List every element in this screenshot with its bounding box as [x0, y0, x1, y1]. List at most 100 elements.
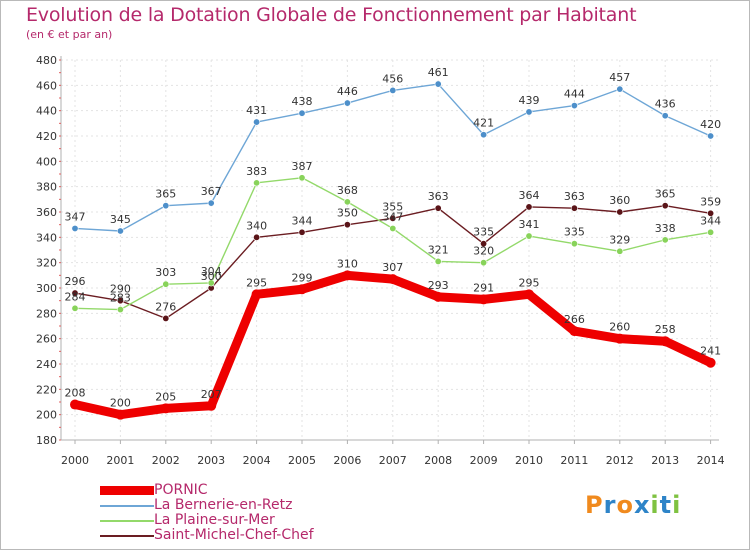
data-point-saint-michel [389, 214, 397, 222]
data-label-la-plaine: 368 [337, 184, 358, 197]
data-point-pornic [160, 403, 171, 414]
data-label-la-plaine: 383 [246, 165, 267, 178]
data-label-la-bernerie: 365 [155, 188, 176, 201]
data-label-saint-michel: 276 [155, 300, 176, 313]
series-layer [70, 80, 716, 420]
y-tick-label: 480 [36, 54, 57, 67]
data-point-la-bernerie [661, 112, 669, 120]
data-label-pornic: 208 [65, 387, 86, 400]
y-tick-label: 400 [36, 155, 57, 168]
x-tick-label: 2009 [470, 454, 498, 467]
data-point-pornic [206, 400, 217, 411]
data-point-la-bernerie [253, 118, 261, 126]
x-tick-label: 2001 [106, 454, 134, 467]
y-tick-label: 240 [36, 358, 57, 371]
data-label-la-bernerie: 367 [201, 185, 222, 198]
y-tick-label: 260 [36, 333, 57, 346]
data-label-la-bernerie: 431 [246, 104, 267, 117]
data-label-pornic: 260 [609, 321, 630, 334]
x-tick-label: 2004 [243, 454, 271, 467]
data-point-la-plaine [570, 240, 578, 248]
y-tick-label: 440 [36, 105, 57, 118]
data-point-saint-michel [253, 233, 261, 241]
y-tick-label: 420 [36, 130, 57, 143]
data-point-la-plaine [707, 228, 715, 236]
data-point-pornic [115, 409, 126, 420]
data-point-la-plaine [116, 306, 124, 314]
data-label-la-plaine: 304 [201, 265, 222, 278]
data-label-la-plaine: 387 [292, 160, 313, 173]
data-point-la-plaine [434, 257, 442, 265]
data-point-la-plaine [253, 179, 261, 187]
logo-letter: i [672, 491, 682, 519]
data-point-la-bernerie [480, 131, 488, 139]
logo-letter: o [616, 491, 634, 519]
data-label-la-plaine: 347 [382, 210, 403, 223]
data-point-pornic [70, 399, 80, 410]
data-point-saint-michel [116, 297, 124, 305]
data-point-pornic [478, 294, 489, 305]
data-point-saint-michel [525, 203, 533, 211]
data-point-la-bernerie [298, 109, 306, 117]
data-point-la-plaine [162, 280, 170, 288]
axis-layer: 180 200 220 240 260 280 300 320 340 360 380 400 420 4… [36, 54, 725, 467]
data-point-saint-michel [616, 208, 624, 216]
proxiti-logo[interactable]: Proxiti [585, 491, 681, 519]
data-point-la-plaine [298, 174, 306, 182]
data-label-saint-michel: 335 [473, 226, 494, 239]
data-label-la-bernerie: 436 [655, 98, 676, 111]
data-label-saint-michel: 363 [564, 190, 585, 203]
data-point-pornic [387, 274, 398, 285]
data-point-pornic [614, 333, 625, 344]
data-label-la-plaine: 338 [655, 222, 676, 235]
data-label-pornic: 295 [519, 276, 540, 289]
data-label-saint-michel: 300 [201, 270, 222, 283]
x-tick-label: 2012 [606, 454, 634, 467]
legend-swatch-la-bernerie [100, 505, 154, 507]
data-label-la-bernerie: 461 [428, 66, 449, 79]
y-tick-label: 340 [36, 231, 57, 244]
line-chart: 180 200 220 240 260 280 300 320 340 360 380 400 420 4… [36, 54, 725, 467]
y-tick-label: 320 [36, 257, 57, 270]
legend-swatch-pornic [100, 486, 154, 495]
x-tick-label: 2010 [515, 454, 543, 467]
logo-letter: t [659, 491, 673, 519]
y-tick-label: 200 [36, 409, 57, 422]
data-label-la-bernerie: 347 [65, 210, 86, 223]
data-label-saint-michel: 296 [65, 275, 86, 288]
data-point-pornic [251, 289, 262, 300]
data-label-la-bernerie: 345 [110, 213, 131, 226]
data-label-saint-michel: 344 [292, 214, 313, 227]
x-tick-label: 2006 [333, 454, 361, 467]
x-tick-label: 2002 [152, 454, 180, 467]
data-label-la-plaine: 321 [428, 243, 449, 256]
data-point-saint-michel [480, 240, 488, 248]
data-label-pornic: 200 [110, 397, 131, 410]
legend-swatch-saint-michel [100, 535, 154, 537]
data-label-la-plaine: 335 [564, 226, 585, 239]
data-label-la-plaine: 284 [65, 290, 86, 303]
data-point-la-bernerie [707, 132, 715, 140]
data-point-saint-michel [707, 209, 715, 217]
data-point-la-bernerie [525, 108, 533, 116]
data-label-saint-michel: 340 [246, 219, 267, 232]
data-label-pornic: 207 [201, 388, 222, 401]
data-point-la-plaine [525, 232, 533, 240]
legend-label-pornic: PORNIC [154, 482, 208, 498]
data-label-la-bernerie: 438 [292, 95, 313, 108]
data-label-saint-michel: 290 [110, 283, 131, 296]
data-label-layer: 296 290 276 300 340 344 350 355 363 335 364 363 360 3… [65, 66, 722, 410]
data-point-la-bernerie [434, 80, 442, 88]
data-label-la-plaine: 341 [519, 218, 540, 231]
data-label-pornic: 293 [428, 279, 449, 292]
data-point-pornic [660, 336, 671, 347]
data-point-la-plaine [207, 279, 215, 287]
data-point-la-bernerie [71, 224, 79, 232]
data-point-la-plaine [71, 304, 79, 312]
x-tick-label: 2011 [560, 454, 588, 467]
logo-letter: P [585, 491, 604, 519]
data-label-pornic: 310 [337, 257, 358, 270]
data-point-la-plaine [661, 236, 669, 244]
data-label-pornic: 291 [473, 281, 494, 294]
data-label-saint-michel: 365 [655, 188, 676, 201]
